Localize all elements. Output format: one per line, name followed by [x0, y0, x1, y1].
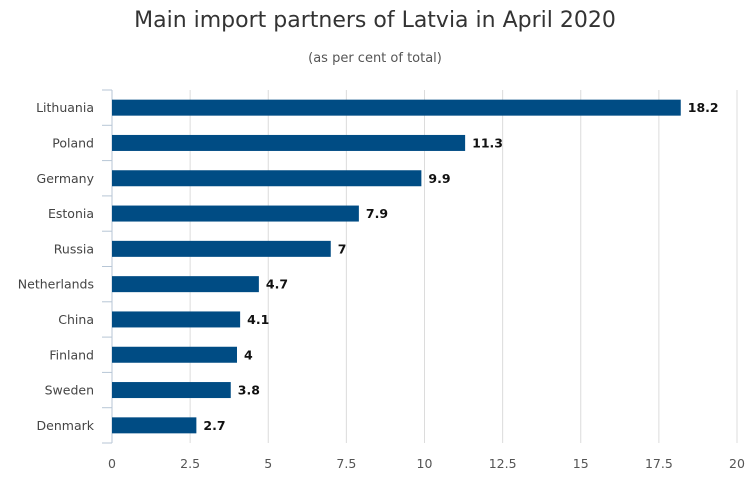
data-label: 7.9 [366, 206, 388, 221]
chart-title: Main import partners of Latvia in April … [134, 8, 616, 33]
bar [112, 276, 259, 293]
category-label: Germany [37, 171, 95, 186]
category-label: Lithuania [36, 100, 94, 115]
data-label: 3.8 [238, 383, 260, 398]
bar [112, 417, 197, 434]
bar [112, 311, 241, 328]
data-label: 7 [338, 241, 347, 256]
data-label: 4 [244, 347, 253, 362]
category-label: China [58, 312, 94, 327]
bar [112, 134, 466, 151]
x-tick-label: 0 [108, 456, 116, 471]
category-label: Sweden [45, 383, 94, 398]
bar [112, 170, 422, 187]
bar [112, 346, 237, 363]
x-tick-label: 7.5 [336, 456, 356, 471]
x-tick-label: 10 [417, 456, 433, 471]
bar [112, 205, 359, 222]
category-label: Denmark [37, 418, 95, 433]
category-label: Poland [52, 135, 94, 150]
x-tick-label: 17.5 [645, 456, 673, 471]
data-label: 4.1 [247, 312, 269, 327]
data-label: 18.2 [688, 100, 719, 115]
bar [112, 240, 331, 257]
category-label: Netherlands [18, 277, 94, 292]
category-label: Finland [49, 347, 94, 362]
bar [112, 382, 231, 399]
bar [112, 99, 681, 116]
x-tick-label: 5 [264, 456, 272, 471]
x-tick-label: 20 [729, 456, 745, 471]
data-label: 11.3 [472, 135, 503, 150]
data-label: 4.7 [266, 277, 288, 292]
x-tick-label: 15 [573, 456, 589, 471]
data-label: 9.9 [428, 171, 450, 186]
chart-subtitle: (as per cent of total) [308, 51, 442, 66]
x-tick-label: 2.5 [180, 456, 200, 471]
x-tick-label: 12.5 [489, 456, 517, 471]
data-label: 2.7 [203, 418, 225, 433]
category-label: Russia [54, 241, 94, 256]
category-label: Estonia [48, 206, 94, 221]
